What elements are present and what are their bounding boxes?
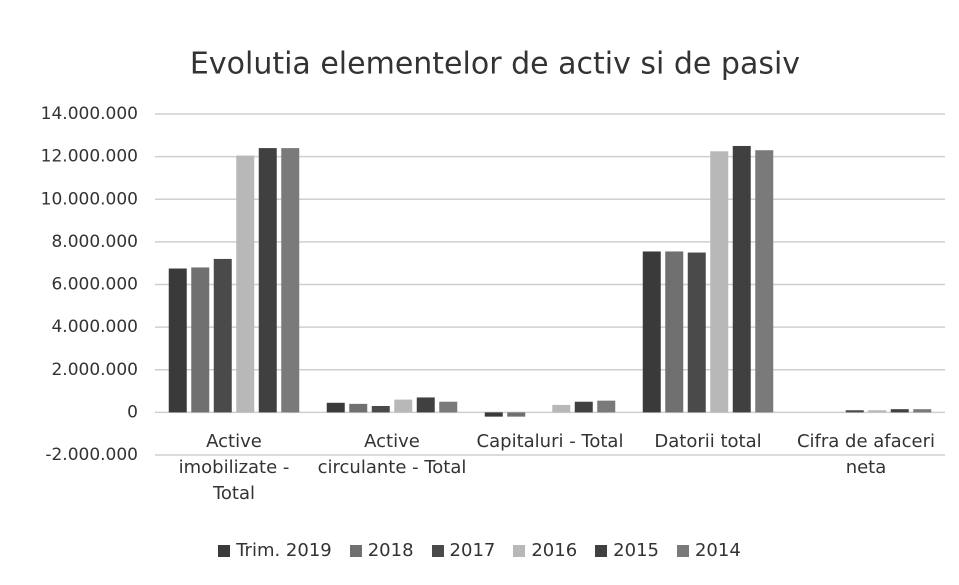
legend-swatch xyxy=(349,544,362,557)
legend-swatch xyxy=(595,544,608,557)
y-tick-label: 6.000.000 xyxy=(51,275,138,295)
bar xyxy=(258,148,277,413)
y-tick-label: 4.000.000 xyxy=(51,317,138,337)
bar xyxy=(687,252,706,413)
legend-item: 2018 xyxy=(349,540,414,561)
legend-item: 2017 xyxy=(431,540,496,561)
legend-swatch xyxy=(676,544,689,557)
legend-item: Trim. 2019 xyxy=(218,540,332,561)
bar xyxy=(213,258,232,413)
x-tick-label: Active circulante - Total xyxy=(317,431,467,479)
bar xyxy=(574,401,593,413)
bar xyxy=(168,268,187,413)
legend-swatch xyxy=(218,544,231,557)
legend-label: 2016 xyxy=(531,540,578,561)
x-tick-label: Cifra de afaceri neta xyxy=(796,431,936,479)
bar xyxy=(913,409,932,413)
y-tick-label: 10.000.000 xyxy=(41,189,138,209)
legend-label: 2017 xyxy=(449,540,496,561)
bar xyxy=(281,148,300,413)
bar xyxy=(394,399,413,413)
y-tick-label: 0 xyxy=(127,402,138,422)
bar xyxy=(484,412,503,417)
bar xyxy=(755,150,774,413)
legend-item: 2015 xyxy=(595,540,659,561)
x-tick-label: Active imobilizate - Total xyxy=(178,431,290,505)
legend-label: 2015 xyxy=(613,540,659,561)
y-tick-label: 2.000.000 xyxy=(51,360,138,380)
x-tick-label: Capitaluri - Total xyxy=(476,431,624,453)
bar xyxy=(326,402,345,413)
legend-item: 2014 xyxy=(676,540,741,561)
legend: Trim. 2019 2018 2017 2016 2015 2014 xyxy=(0,540,959,561)
legend-item: 2016 xyxy=(513,540,577,561)
y-tick-label: -2.000.000 xyxy=(45,445,138,465)
y-tick-label: 12.000.000 xyxy=(41,147,138,167)
bar xyxy=(349,403,368,413)
y-tick-label: 8.000.000 xyxy=(51,232,138,252)
legend-label: Trim. 2019 xyxy=(236,540,332,561)
legend-swatch xyxy=(513,544,526,557)
chart-title: Evolutia elementelor de activ si de pasi… xyxy=(190,47,800,82)
bar xyxy=(597,400,616,413)
bar xyxy=(507,412,526,417)
legend-label: 2018 xyxy=(367,540,414,561)
bar xyxy=(665,251,684,413)
legend-swatch xyxy=(431,544,444,557)
bar xyxy=(642,251,661,413)
legend-label: 2014 xyxy=(694,540,741,561)
bar xyxy=(845,410,864,413)
bar xyxy=(890,409,909,413)
bar xyxy=(732,145,751,413)
bar xyxy=(191,267,210,413)
bar xyxy=(371,405,390,413)
y-tick-label: 14.000.000 xyxy=(41,104,138,124)
bar xyxy=(236,155,255,413)
bar xyxy=(868,410,887,413)
bar xyxy=(439,401,458,413)
x-tick-label: Datorii total xyxy=(654,431,762,453)
bar xyxy=(710,151,729,413)
bar xyxy=(552,404,571,413)
bar xyxy=(416,397,435,413)
